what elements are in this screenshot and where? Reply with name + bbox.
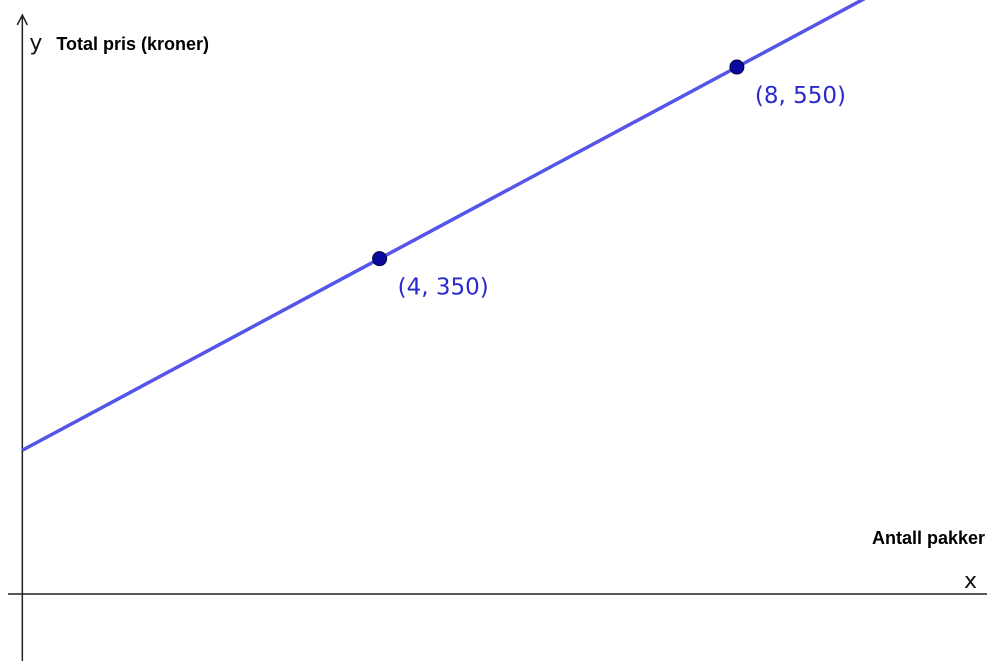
x-axis-letter: x: [964, 569, 977, 594]
data-point-label: (4, 350): [398, 275, 489, 301]
data-point-label: (8, 550): [755, 83, 846, 109]
y-axis-label: Total pris (kroner): [56, 34, 209, 54]
y-axis-arrow: [16, 13, 29, 26]
x-axis-label: Antall pakker: [872, 528, 985, 548]
y-axis-letter: y: [29, 31, 42, 56]
data-point: [372, 251, 388, 267]
data-point: [729, 59, 745, 75]
points-layer: (4, 350) (8, 550): [372, 59, 846, 301]
series-line: [21, 0, 866, 452]
